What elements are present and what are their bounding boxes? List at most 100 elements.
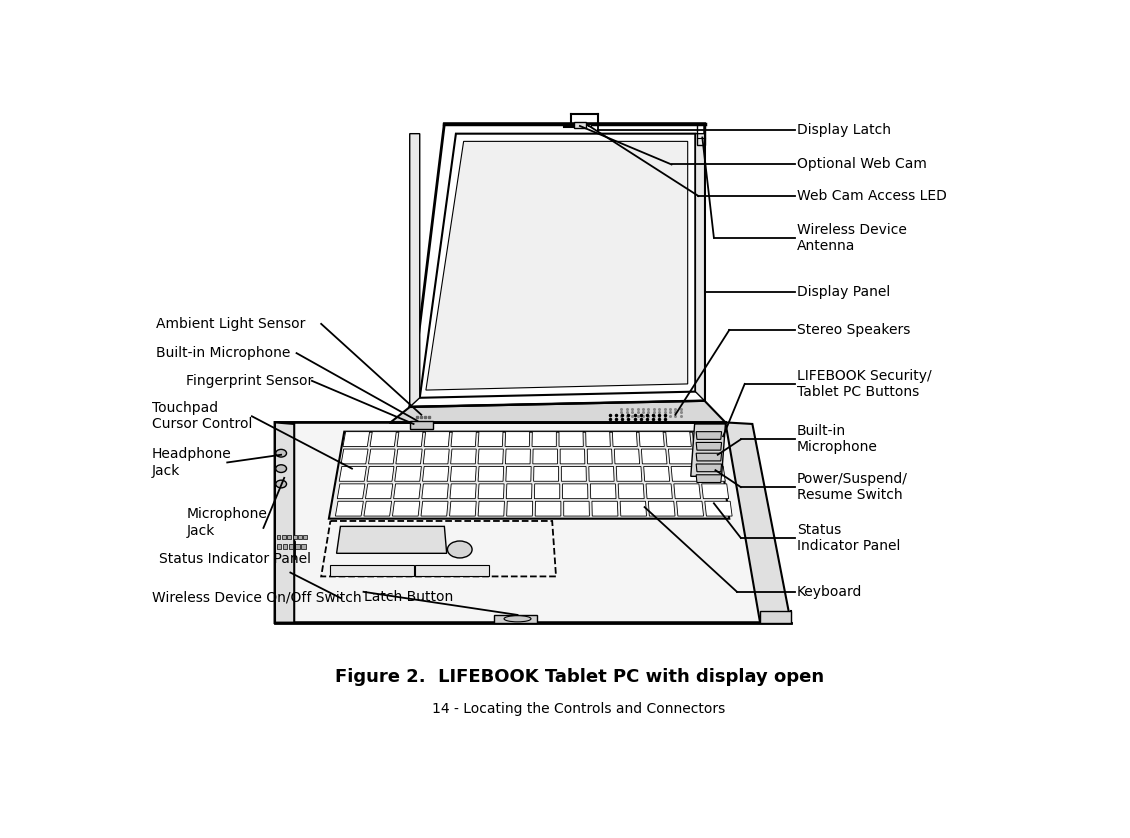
Text: Power/Suspend/
Resume Switch: Power/Suspend/ Resume Switch xyxy=(797,472,907,502)
Polygon shape xyxy=(495,615,537,623)
Text: LIFEBOOK Security/
Tablet PC Buttons: LIFEBOOK Security/ Tablet PC Buttons xyxy=(797,369,931,399)
Polygon shape xyxy=(620,501,646,516)
Polygon shape xyxy=(298,535,302,540)
Polygon shape xyxy=(649,501,675,516)
Ellipse shape xyxy=(276,465,287,473)
Polygon shape xyxy=(329,432,729,519)
Polygon shape xyxy=(588,124,591,126)
Polygon shape xyxy=(615,449,640,464)
Polygon shape xyxy=(702,484,729,499)
Polygon shape xyxy=(642,449,667,464)
Polygon shape xyxy=(506,467,531,481)
Polygon shape xyxy=(677,501,704,516)
Text: Status Indicator Panel: Status Indicator Panel xyxy=(159,552,312,566)
Polygon shape xyxy=(397,432,423,447)
Polygon shape xyxy=(410,421,433,428)
Polygon shape xyxy=(304,535,307,540)
Text: Latch Button: Latch Button xyxy=(364,590,453,604)
Text: Wireless Device
Antenna: Wireless Device Antenna xyxy=(797,223,907,253)
Polygon shape xyxy=(533,467,558,481)
Text: Microphone
Jack: Microphone Jack xyxy=(186,508,268,538)
Text: Fingerprint Sensor: Fingerprint Sensor xyxy=(186,374,314,388)
Polygon shape xyxy=(592,501,618,516)
Polygon shape xyxy=(281,535,286,540)
Polygon shape xyxy=(589,467,614,481)
Text: Headphone
Jack: Headphone Jack xyxy=(151,447,232,478)
Polygon shape xyxy=(760,611,791,623)
Polygon shape xyxy=(574,122,586,127)
Polygon shape xyxy=(666,432,692,447)
Polygon shape xyxy=(564,501,590,516)
Polygon shape xyxy=(690,424,725,476)
Text: Built-in
Microphone: Built-in Microphone xyxy=(797,424,878,454)
Polygon shape xyxy=(559,432,583,447)
Polygon shape xyxy=(337,484,365,499)
Polygon shape xyxy=(426,142,688,390)
Polygon shape xyxy=(450,501,476,516)
Polygon shape xyxy=(367,467,394,481)
Polygon shape xyxy=(478,501,504,516)
Polygon shape xyxy=(275,422,294,623)
Polygon shape xyxy=(424,432,450,447)
Polygon shape xyxy=(533,449,557,464)
Polygon shape xyxy=(644,467,670,481)
Polygon shape xyxy=(424,449,450,464)
Text: Touchpad
Cursor Control: Touchpad Cursor Control xyxy=(151,401,252,432)
Polygon shape xyxy=(693,432,719,447)
Text: 14 - Locating the Controls and Connectors: 14 - Locating the Controls and Connector… xyxy=(433,702,725,716)
Polygon shape xyxy=(478,432,503,447)
Polygon shape xyxy=(302,544,306,550)
Text: Figure 2.  LIFEBOOK Tablet PC with display open: Figure 2. LIFEBOOK Tablet PC with displa… xyxy=(334,668,824,685)
Polygon shape xyxy=(293,535,296,540)
Polygon shape xyxy=(696,475,722,483)
Polygon shape xyxy=(669,449,695,464)
Polygon shape xyxy=(391,401,725,422)
Polygon shape xyxy=(364,501,392,516)
Polygon shape xyxy=(410,124,705,407)
Polygon shape xyxy=(419,134,695,398)
Polygon shape xyxy=(695,134,705,401)
Text: Built-in Microphone: Built-in Microphone xyxy=(156,346,290,360)
Polygon shape xyxy=(410,134,419,407)
Text: Keyboard: Keyboard xyxy=(797,585,862,599)
Polygon shape xyxy=(393,484,420,499)
Polygon shape xyxy=(450,467,476,481)
Text: Web Cam Access LED: Web Cam Access LED xyxy=(797,189,947,203)
Polygon shape xyxy=(590,484,616,499)
Polygon shape xyxy=(282,544,287,550)
Polygon shape xyxy=(616,467,642,481)
Polygon shape xyxy=(415,565,489,577)
Polygon shape xyxy=(478,484,504,499)
Polygon shape xyxy=(478,467,504,481)
Polygon shape xyxy=(396,449,423,464)
Polygon shape xyxy=(562,467,586,481)
Polygon shape xyxy=(534,484,559,499)
Ellipse shape xyxy=(276,480,287,488)
Polygon shape xyxy=(506,501,532,516)
Polygon shape xyxy=(277,535,280,540)
Text: Wireless Device On/Off Switch: Wireless Device On/Off Switch xyxy=(151,591,362,605)
Polygon shape xyxy=(337,526,446,553)
Polygon shape xyxy=(563,484,588,499)
Polygon shape xyxy=(696,453,722,461)
Polygon shape xyxy=(695,449,722,464)
Polygon shape xyxy=(612,432,637,447)
Polygon shape xyxy=(646,484,672,499)
Polygon shape xyxy=(585,432,610,447)
Polygon shape xyxy=(295,544,299,550)
Text: Display Panel: Display Panel xyxy=(797,285,890,298)
Polygon shape xyxy=(532,432,556,447)
Polygon shape xyxy=(368,449,395,464)
Text: Status
Indicator Panel: Status Indicator Panel xyxy=(797,523,901,553)
Polygon shape xyxy=(536,501,560,516)
Polygon shape xyxy=(705,501,732,516)
Polygon shape xyxy=(423,467,449,481)
Polygon shape xyxy=(421,501,447,516)
Polygon shape xyxy=(506,484,532,499)
Ellipse shape xyxy=(447,541,472,558)
Text: Display Latch: Display Latch xyxy=(797,123,892,137)
Polygon shape xyxy=(392,501,420,516)
Ellipse shape xyxy=(504,616,531,622)
Polygon shape xyxy=(275,422,791,623)
Polygon shape xyxy=(671,467,697,481)
